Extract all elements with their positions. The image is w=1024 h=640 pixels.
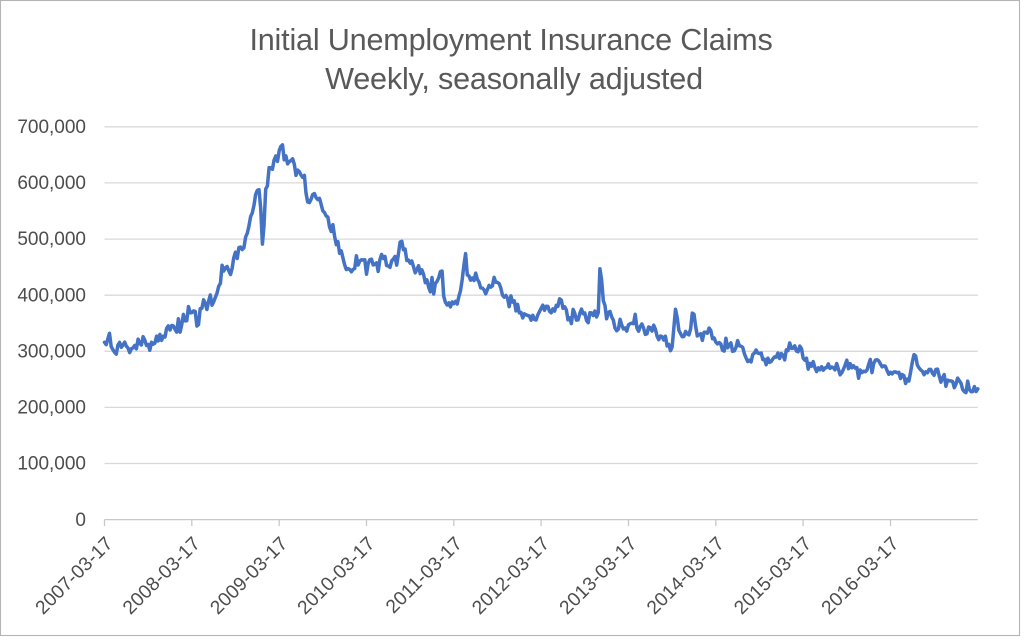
svg-text:2008-03-17: 2008-03-17 xyxy=(119,533,205,619)
svg-text:2012-03-17: 2012-03-17 xyxy=(468,533,554,619)
svg-text:Initial Unemployment Insurance: Initial Unemployment Insurance Claims xyxy=(249,23,772,57)
svg-text:200,000: 200,000 xyxy=(17,398,86,419)
svg-text:2013-03-17: 2013-03-17 xyxy=(556,533,642,619)
svg-text:2015-03-17: 2015-03-17 xyxy=(730,533,816,619)
svg-text:2007-03-17: 2007-03-17 xyxy=(32,533,118,619)
svg-text:600,000: 600,000 xyxy=(17,173,86,194)
svg-text:300,000: 300,000 xyxy=(17,342,86,363)
svg-text:0: 0 xyxy=(75,510,86,531)
svg-text:2014-03-17: 2014-03-17 xyxy=(643,533,729,619)
svg-text:100,000: 100,000 xyxy=(17,454,86,475)
svg-text:2011-03-17: 2011-03-17 xyxy=(382,533,467,618)
svg-text:700,000: 700,000 xyxy=(17,117,86,138)
svg-text:400,000: 400,000 xyxy=(17,285,86,306)
svg-text:2009-03-17: 2009-03-17 xyxy=(207,533,293,619)
svg-text:500,000: 500,000 xyxy=(17,229,86,250)
svg-text:2010-03-17: 2010-03-17 xyxy=(294,533,380,619)
svg-text:2016-03-17: 2016-03-17 xyxy=(818,533,904,619)
svg-text:Weekly, seasonally adjusted: Weekly, seasonally adjusted xyxy=(325,62,703,96)
